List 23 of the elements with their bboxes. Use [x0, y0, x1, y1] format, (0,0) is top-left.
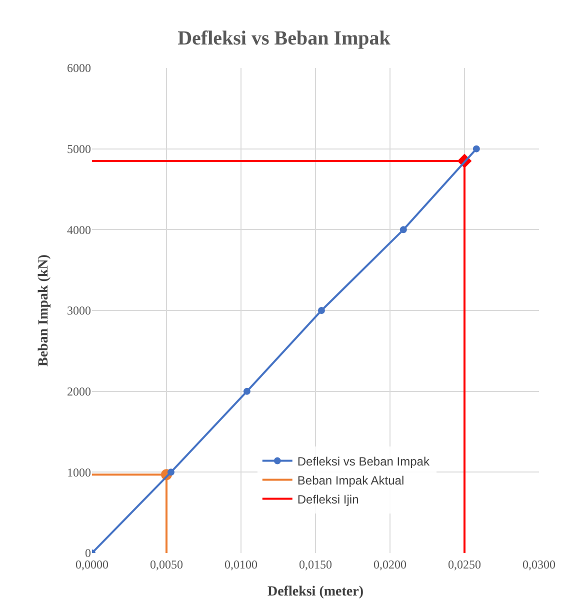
point	[243, 388, 250, 395]
y-tick-label: 6000	[67, 61, 91, 76]
legend-label: Defleksi vs Beban Impak	[297, 454, 430, 468]
legend-label: Defleksi Ijin	[297, 492, 359, 506]
point	[167, 468, 174, 476]
y-tick-label: 3000	[67, 304, 91, 318]
x-tick-label: 0,0100	[224, 557, 258, 572]
point	[400, 226, 407, 234]
x-tick-label: 0,0050	[150, 557, 183, 572]
x-tick-label: 0,0300	[522, 557, 556, 572]
y-tick-label: 2000	[67, 384, 91, 399]
y-axis-title: Beban Impak (kN)	[36, 254, 52, 367]
y-tick-label: 1000	[67, 465, 91, 480]
point	[318, 307, 325, 314]
legend-label: Beban Impak Aktual	[297, 473, 404, 488]
x-tick-label: 0,0200	[374, 557, 406, 572]
x-tick-label: 0,0250	[448, 557, 481, 572]
x-tick-label: 0,0150	[299, 557, 332, 572]
point	[472, 145, 480, 152]
y-tick-label: 4000	[67, 222, 91, 237]
y-tick-label: 5000	[67, 142, 91, 156]
chart-title: Defleksi vs Beban Impak	[178, 28, 392, 50]
x-axis-title: Defleksi (meter)	[267, 584, 364, 600]
